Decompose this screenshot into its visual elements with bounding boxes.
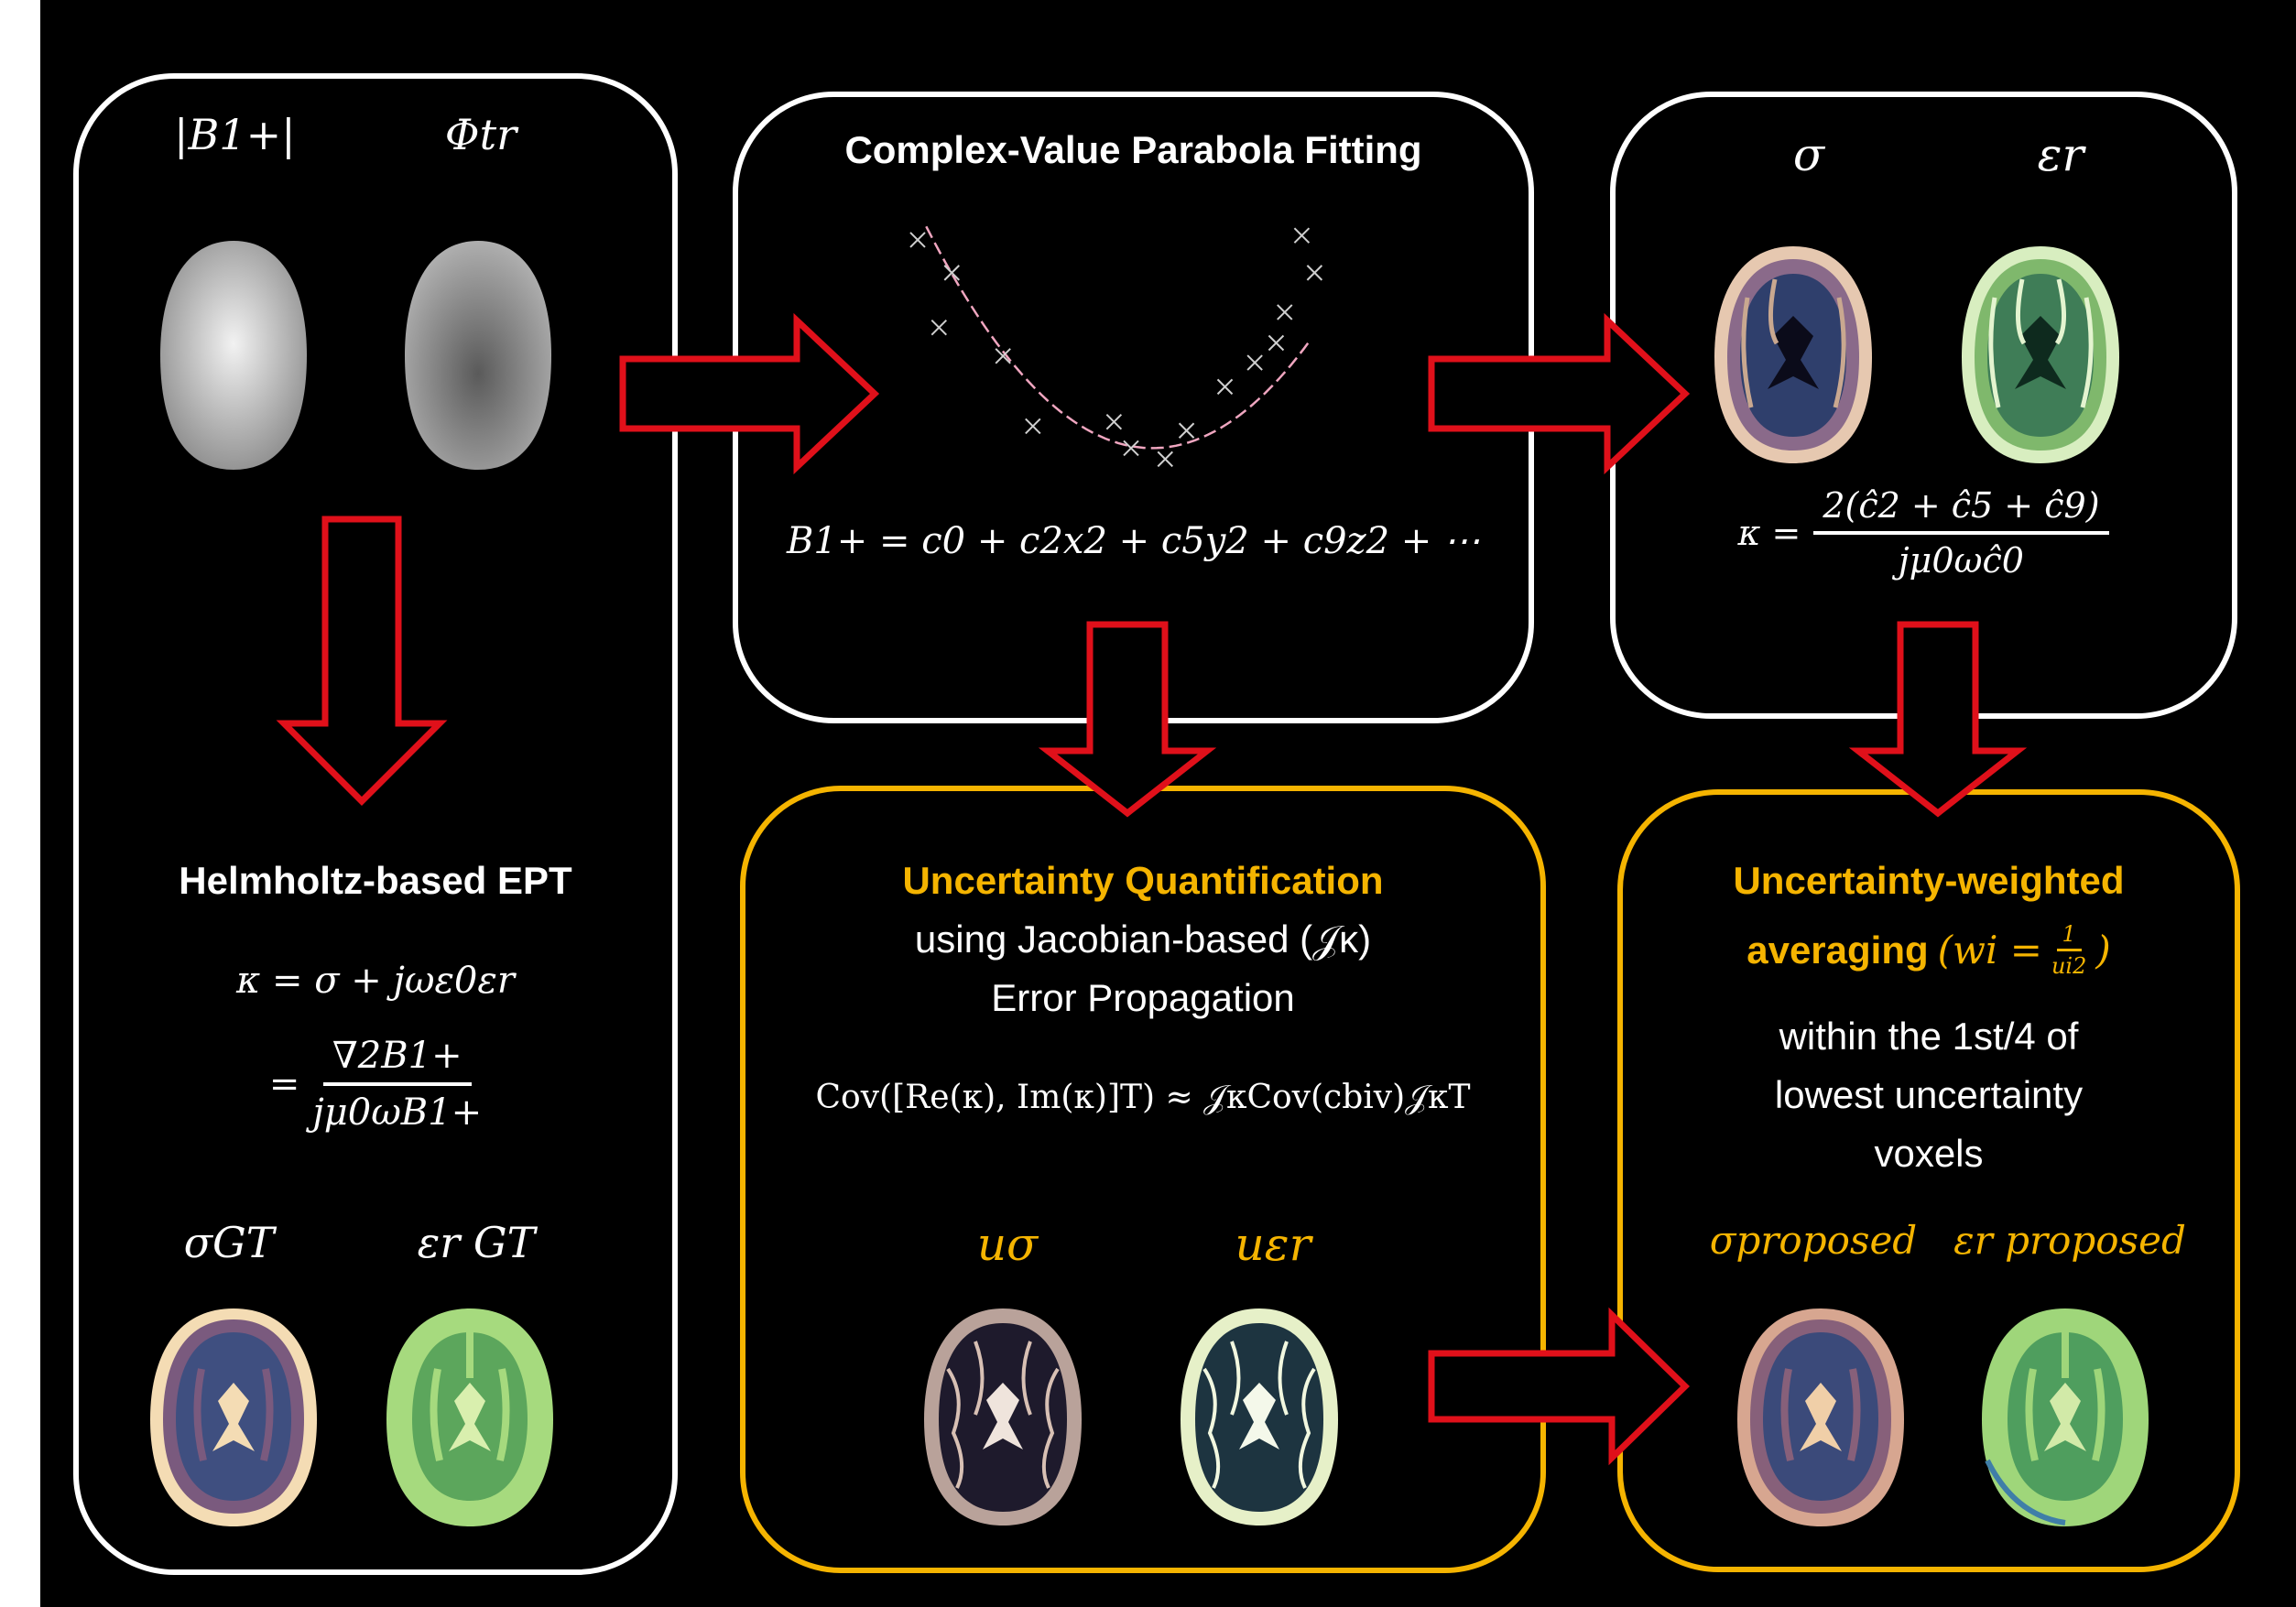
u-epsilon-map	[1181, 1308, 1338, 1526]
sample-point-marker	[1025, 418, 1041, 435]
epsilon-proposed-map	[1982, 1308, 2149, 1526]
helmholtz-equation: = ∇2B1+ jμ0ωB1+	[268, 1035, 483, 1134]
averaging-word: averaging	[1746, 928, 1929, 972]
weight-eq-numerator: 1	[2056, 921, 2082, 951]
sample-point-marker	[1157, 451, 1173, 468]
fitted-parabola-curve	[925, 225, 1311, 450]
weighted-line5: voxels	[1874, 1132, 1984, 1175]
epsilon-label: εr	[2037, 128, 2084, 181]
sigma-proposed-label: σproposed	[1709, 1218, 1918, 1263]
helmholtz-ept-title: Helmholtz-based EPT	[179, 859, 572, 902]
sample-point-marker	[1216, 378, 1234, 396]
weight-eq-lhs: (wi =	[1937, 928, 2042, 972]
uncertainty-quantification-title: Uncertainty Quantification	[902, 859, 1384, 902]
weighted-averaging-line2: averaging (wi = 1 ui2 )	[1627, 921, 2231, 979]
sample-point-marker	[1268, 334, 1285, 352]
kappa-fit-lhs: κ =	[1737, 513, 1801, 553]
u-epsilon-label: uεr	[1235, 1218, 1311, 1271]
parabola-equation: B1+ = c0 + c2x2 + c5y2 + c9z2 + ⋯	[786, 520, 1481, 562]
sigma-gt-label: σGT	[183, 1218, 275, 1267]
sigma-estimated-map	[1714, 246, 1872, 463]
weighted-line4: lowest uncertainty	[1774, 1073, 2084, 1116]
kappa-fit-numerator: 2(ĉ2 + ĉ5 + ĉ9)	[1813, 485, 2109, 535]
sample-point-marker	[1123, 440, 1139, 457]
kappa-fit-denominator: jμ0ωĉ0	[1898, 540, 2024, 581]
sigma-gt-map	[150, 1308, 317, 1526]
sample-point-marker	[1277, 304, 1293, 320]
u-sigma-map	[924, 1308, 1082, 1526]
sigma-proposed-map	[1737, 1308, 1904, 1526]
epsilon-gt-map	[386, 1308, 553, 1526]
arrow-down-1	[276, 516, 448, 806]
sample-point-marker	[995, 348, 1011, 364]
helmholtz-denominator: jμ0ωB1+	[312, 1091, 483, 1134]
u-sigma-label: uσ	[976, 1218, 1039, 1271]
arrow-down-2	[1038, 621, 1217, 818]
phase-label: Φtr	[444, 110, 517, 159]
arrow-right-1	[619, 312, 880, 475]
sample-point-marker	[930, 320, 948, 336]
weighted-averaging-title: Uncertainty-weighted	[1733, 859, 2125, 902]
arrow-right-3	[1428, 1307, 1691, 1466]
weight-eq-denominator: ui2	[2051, 953, 2087, 979]
sample-point-marker	[1105, 413, 1123, 430]
jacobian-line: using Jacobian-based (𝒥κ)	[914, 918, 1372, 961]
covariance-equation: Cov([Re(κ), Im(κ)]T) ≈ 𝒥κCov(cbiv)𝒥κT	[815, 1079, 1471, 1116]
sample-point-marker	[1246, 354, 1263, 371]
sample-point-marker	[1293, 227, 1311, 244]
b1-magnitude-label: |B1+|	[174, 110, 296, 159]
kappa-definition: κ = σ + jωε0εr	[236, 960, 515, 1002]
sample-point-marker	[1306, 265, 1323, 281]
kappa-fit-equation: κ = 2(ĉ2 + ĉ5 + ĉ9) jμ0ωĉ0	[1621, 485, 2225, 581]
sigma-label: σ	[1792, 128, 1825, 181]
phase-map	[405, 241, 551, 470]
sample-point-marker	[943, 265, 960, 281]
parabola-fit-plot	[909, 225, 1323, 468]
error-propagation-line: Error Propagation	[991, 976, 1295, 1019]
arrow-right-2	[1428, 312, 1691, 475]
epsilon-proposed-label: εr proposed	[1953, 1218, 2186, 1263]
b1-magnitude-map	[160, 241, 307, 470]
arrow-down-3	[1848, 621, 2028, 818]
helmholtz-numerator: ∇2B1+	[322, 1035, 472, 1086]
weighted-line3: within the 1st/4 of	[1779, 1015, 2079, 1058]
epsilon-estimated-map	[1962, 246, 2119, 463]
sample-point-marker	[1178, 422, 1195, 439]
weight-eq-close: )	[2095, 928, 2111, 972]
panel-helmholtz-ept	[73, 73, 678, 1575]
epsilon-gt-label: εr GT	[417, 1218, 536, 1267]
sample-point-marker	[909, 232, 926, 248]
parabola-fitting-title: Complex-Value Parabola Fitting	[844, 128, 1422, 171]
